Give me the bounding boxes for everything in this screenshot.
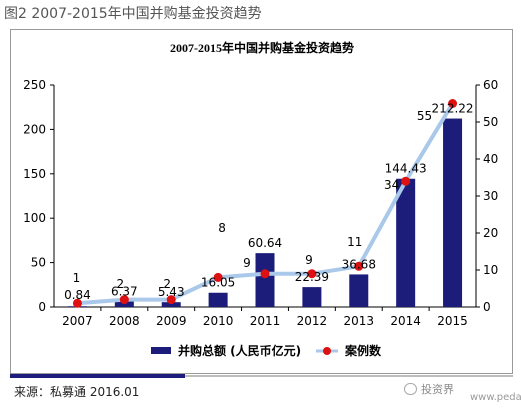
bar bbox=[349, 274, 369, 307]
case-count-marker bbox=[354, 261, 364, 271]
source-note: 来源：私募通 2016.01 bbox=[14, 385, 140, 399]
legend-bar-label: 并购总额 (人民币亿元) bbox=[178, 343, 301, 358]
case-count-label: 1 bbox=[73, 271, 81, 285]
x-tick-label: 2015 bbox=[437, 314, 468, 328]
left-tick-label: 0 bbox=[38, 300, 46, 314]
legend-line-marker bbox=[323, 347, 331, 355]
case-count-label: 9 bbox=[305, 253, 313, 267]
bar-value-label: 36.68 bbox=[342, 257, 376, 271]
case-count-label: 8 bbox=[218, 221, 226, 235]
x-tick-label: 2012 bbox=[297, 314, 328, 328]
chart-frame bbox=[10, 29, 513, 374]
right-tick-label: 60 bbox=[483, 78, 498, 92]
case-count-marker bbox=[307, 269, 317, 279]
case-count-label: 2 bbox=[117, 277, 125, 291]
bar bbox=[396, 178, 416, 307]
bar bbox=[161, 302, 181, 307]
right-tick-label: 30 bbox=[483, 189, 498, 203]
bar-value-label: 16.05 bbox=[201, 276, 235, 290]
bar-value-label: 22.39 bbox=[295, 270, 329, 284]
bar bbox=[302, 287, 322, 307]
right-tick-label: 10 bbox=[483, 263, 498, 277]
watermark-brand: 投资界 bbox=[404, 381, 454, 397]
legend-bar-swatch bbox=[151, 347, 171, 354]
right-tick-label: 50 bbox=[483, 115, 498, 129]
legend: 并购总额 (人民币亿元) 案例数 bbox=[151, 343, 382, 358]
right-tick-label: 40 bbox=[483, 152, 498, 166]
x-tick-label: 2011 bbox=[250, 314, 281, 328]
case-count-marker bbox=[72, 298, 82, 308]
case-count-label: 34 bbox=[384, 178, 399, 192]
bar-value-label: 6.37 bbox=[111, 284, 138, 298]
case-count-marker bbox=[448, 99, 458, 108]
right-tick-label: 0 bbox=[483, 300, 491, 314]
bar bbox=[443, 118, 463, 307]
left-tick-label: 150 bbox=[23, 167, 46, 181]
case-count-label: 55 bbox=[417, 109, 432, 123]
x-tick-label: 2009 bbox=[156, 314, 187, 328]
chart-title: 2007-2015年中国并购基金投资趋势 bbox=[170, 40, 354, 55]
left-tick-label: 250 bbox=[23, 78, 46, 92]
left-tick-label: 100 bbox=[23, 211, 46, 225]
case-count-label: 11 bbox=[347, 235, 362, 249]
case-count-marker bbox=[119, 295, 129, 305]
footer-accent-bar bbox=[10, 374, 185, 378]
right-tick-label: 20 bbox=[483, 226, 498, 240]
watermark-url: www.pedata.cn bbox=[470, 392, 521, 403]
bar-value-label: 0.84 bbox=[64, 288, 91, 302]
legend-line-label: 案例数 bbox=[344, 343, 382, 358]
case-count-label: 2 bbox=[163, 277, 171, 291]
x-tick-label: 2013 bbox=[344, 314, 375, 328]
case-count-marker bbox=[401, 176, 411, 186]
bar-value-label: 212.22 bbox=[432, 102, 474, 116]
x-tick-label: 2014 bbox=[390, 314, 421, 328]
bar bbox=[114, 301, 134, 307]
figure-caption: 图2 2007-2015年中国并购基金投资趋势 bbox=[4, 6, 262, 22]
left-tick-label: 50 bbox=[31, 256, 46, 270]
case-count-marker bbox=[166, 295, 176, 305]
left-tick-label: 200 bbox=[23, 122, 46, 136]
bar-value-label: 144.43 bbox=[385, 162, 427, 176]
x-tick-label: 2008 bbox=[109, 314, 140, 328]
case-count-marker bbox=[213, 272, 223, 282]
case-count-marker bbox=[260, 269, 270, 279]
bar bbox=[255, 253, 275, 307]
x-tick-label: 2010 bbox=[203, 314, 234, 328]
case-count-label: 9 bbox=[243, 256, 251, 270]
bar-value-label: 5.43 bbox=[158, 285, 185, 299]
footer-divider bbox=[185, 375, 513, 377]
bar-value-label: 60.64 bbox=[248, 236, 282, 250]
bar bbox=[208, 292, 228, 307]
x-tick-label: 2007 bbox=[62, 314, 93, 328]
wechat-icon bbox=[404, 383, 417, 395]
